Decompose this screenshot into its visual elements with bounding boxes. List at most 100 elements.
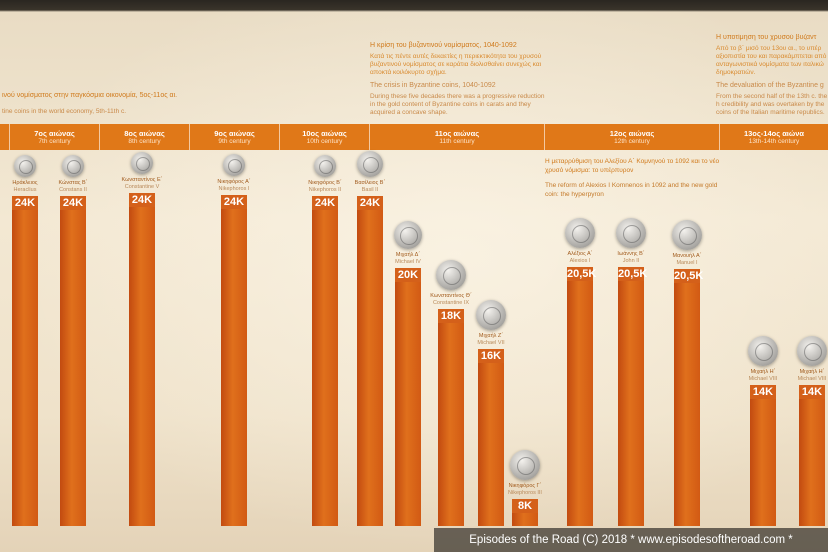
- reform-note: Η μεταρρύθμιση του Αλεξίου Α΄ Κομνηνού τ…: [545, 157, 720, 199]
- ruler-name-greek: Κώνστας Β΄: [58, 180, 88, 186]
- header-left-greek: ινού νομίσματος στην παγκόσμια οικονομία…: [2, 92, 178, 99]
- crisis-title-greek: Η κρίση του βυζαντινού νομίσματος, 1040-…: [370, 42, 517, 49]
- ruler-name-english: Constantine V: [124, 183, 160, 190]
- ruler-name-greek: Νικηφόρος Β΄: [308, 180, 342, 186]
- coin-image: [616, 218, 646, 248]
- carat-label: 24K: [221, 195, 247, 209]
- century-cell-7th: 7ος αιώνας 7th century: [10, 124, 100, 150]
- coin-ruler-label: Κώνστας Β΄ Constans II: [43, 180, 103, 193]
- crisis-title-english: The crisis in Byzantine coins, 1040-1092: [370, 82, 496, 89]
- carat-bar: [674, 269, 700, 526]
- coin-image: [510, 450, 540, 480]
- century-cell-8th: 8ος αιώνας 8th century: [100, 124, 190, 150]
- crisis-body-greek: Κατά τις πέντε αυτές δεκαετίες η περιεκτ…: [370, 53, 542, 76]
- century-cell-12th: 12ος αιώνας 12th century: [545, 124, 720, 150]
- ruler-name-english: Michael IV: [395, 258, 421, 265]
- carat-bar: [395, 268, 421, 526]
- devaluation-title-greek: Η υποτίμηση του χρυσού βυζαντ: [716, 34, 817, 41]
- coin-image: [314, 155, 336, 177]
- carat-bar: [357, 196, 383, 526]
- coin-image: [62, 155, 84, 177]
- ruler-name-greek: Ιωάννης Β΄: [617, 251, 645, 257]
- ruler-name-greek: Βασίλειος Β΄: [354, 180, 386, 186]
- carat-bar: [312, 196, 338, 526]
- ruler-name-greek: Νικηφόρος Γ΄: [508, 483, 542, 489]
- ruler-name-english: Nikephoros III: [508, 489, 542, 496]
- ruler-name-english: John II: [622, 257, 640, 264]
- carat-bar: [129, 193, 155, 526]
- carat-label: 24K: [312, 196, 338, 210]
- ruler-name-greek: Ηράκλειος: [12, 180, 38, 186]
- carat-bar: [438, 309, 464, 526]
- carat-label: 14K: [750, 385, 776, 399]
- carat-bar: [12, 196, 38, 526]
- coin-image: [131, 152, 153, 174]
- carat-bar: [799, 385, 825, 526]
- coin-ruler-label: Νικηφόρος Α΄ Nikephoros I: [204, 179, 264, 192]
- carat-bar: [750, 385, 776, 526]
- coin-image: [672, 220, 702, 250]
- carat-label: 24K: [357, 196, 383, 210]
- ruler-name-english: Manuel I: [676, 259, 698, 266]
- coin-ruler-label: Νικηφόρος Γ΄ Nikephoros III: [495, 483, 555, 496]
- carat-label: 20,5K: [567, 267, 597, 281]
- ruler-name-english: Heraclius: [13, 186, 37, 193]
- coin-image: [797, 336, 827, 366]
- carat-label: 14K: [799, 385, 825, 399]
- devaluation-title-english: The devaluation of the Byzantine g: [716, 82, 824, 89]
- coin-image: [476, 300, 506, 330]
- carat-label: 16K: [478, 349, 504, 363]
- ruler-name-english: Nikephoros I: [218, 185, 250, 192]
- coin-ruler-label: Μιχαήλ Ζ΄ Michael VII: [461, 333, 521, 346]
- header-devaluation: Η υποτίμηση του χρυσού βυζαντ Από το β΄ …: [716, 34, 828, 117]
- carat-label: 8K: [512, 499, 538, 513]
- coin-ruler-label: Αλέξιος Α΄ Alexios I: [550, 251, 610, 264]
- carat-bar: [567, 267, 593, 526]
- coin-ruler-label: Κωνσταντίνος Ε΄ Constantine V: [112, 177, 172, 190]
- coin-image: [436, 260, 466, 290]
- reform-note-greek: Η μεταρρύθμιση του Αλεξίου Α΄ Κομνηνού τ…: [545, 158, 720, 174]
- coin-ruler-label: Μιχαήλ Η΄ Michael VIII: [782, 369, 828, 382]
- ruler-name-english: Alexios I: [569, 257, 591, 264]
- watermark: Episodes of the Road (C) 2018 * www.epis…: [434, 528, 828, 552]
- ruler-name-greek: Μιχαήλ Δ΄: [395, 252, 421, 258]
- coin-image: [394, 221, 422, 249]
- header-left: ινού νομίσματος στην παγκόσμια οικονομία…: [2, 92, 242, 116]
- header-left-english: tine coins in the world economy, 5th-11t…: [2, 108, 127, 115]
- ruler-name-greek: Κωνσταντίνος Θ΄: [430, 293, 472, 299]
- ruler-name-english: Basil II: [361, 186, 379, 193]
- ruler-name-english: Nikephoros II: [308, 186, 342, 193]
- reform-note-english: The reform of Alexios I Komnenos in 1092…: [545, 182, 718, 198]
- ruler-name-greek: Κωνσταντίνος Ε΄: [121, 177, 163, 183]
- header-crisis: Η κρίση του βυζαντινού νομίσματος, 1040-…: [370, 42, 550, 117]
- century-cell-11th: 11ος αιώνας 11th century: [370, 124, 545, 150]
- coin-ruler-label: Ηράκλειος Heraclius: [0, 180, 55, 193]
- century-cell-10th: 10ος αιώνας 10th century: [280, 124, 370, 150]
- carat-label: 20K: [395, 268, 421, 282]
- coin-ruler-label: Μιχαήλ Δ΄ Michael IV: [378, 252, 438, 265]
- century-cell-13th-14th: 13ος-14ος αιώνα 13th-14th century: [743, 129, 805, 145]
- ruler-name-english: Michael VII: [477, 339, 505, 346]
- coin-image: [357, 151, 383, 177]
- coin-image: [565, 218, 595, 248]
- ruler-name-greek: Νικηφόρος Α΄: [217, 179, 251, 185]
- coin-ruler-label: Μιχαήλ Η΄ Michael VIII: [733, 369, 793, 382]
- century-timeline-band: [0, 124, 828, 150]
- century-cell-0: [0, 124, 10, 150]
- coin-ruler-label: Μανουήλ Α΄ Manuel I: [657, 253, 717, 266]
- ruler-name-greek: Μιχαήλ Η΄: [799, 369, 825, 375]
- carat-bar: [618, 267, 644, 526]
- carat-label: 24K: [60, 196, 86, 210]
- ruler-name-greek: Μιχαήλ Η΄: [750, 369, 776, 375]
- carat-bar: [60, 196, 86, 526]
- coin-ruler-label: Κωνσταντίνος Θ΄ Constantine IX: [421, 293, 481, 306]
- crisis-body-english: During these five decades there was a pr…: [370, 93, 545, 116]
- coin-image: [223, 154, 245, 176]
- ruler-name-english: Michael VIII: [797, 375, 827, 382]
- carat-label: 18K: [438, 309, 464, 323]
- ruler-name-english: Michael VIII: [748, 375, 778, 382]
- ruler-name-greek: Αλέξιος Α΄: [567, 251, 593, 257]
- century-cell-9th: 9ος αιώνας 9th century: [190, 124, 280, 150]
- ruler-name-greek: Μανουήλ Α΄: [672, 253, 702, 259]
